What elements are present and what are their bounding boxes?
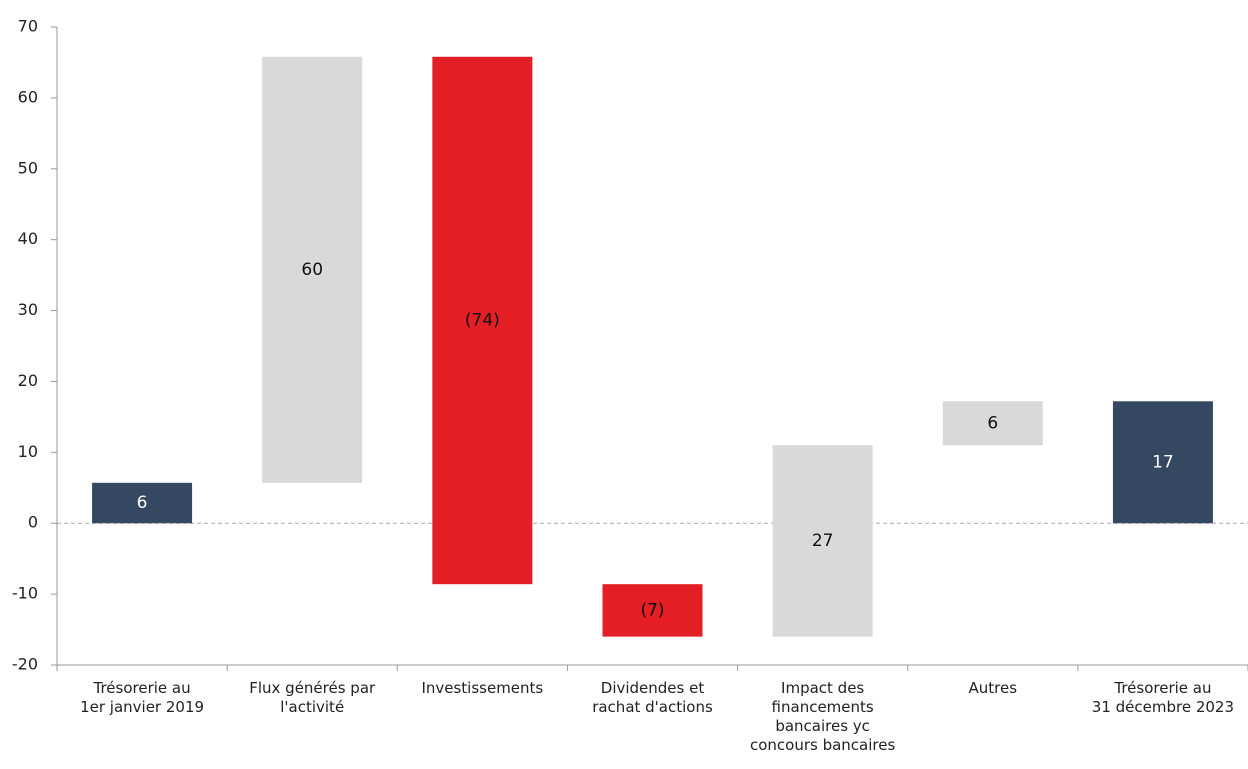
data-label: 17 — [1152, 452, 1174, 472]
y-tick-label: 40 — [18, 229, 38, 248]
x-tick-label: Investissements — [421, 679, 544, 697]
y-tick-label: -20 — [12, 655, 38, 674]
x-tick-label: Trésorerie au 31 décembre 2023 — [1091, 679, 1235, 716]
y-tick-label: 50 — [18, 158, 38, 177]
y-tick-label: 10 — [18, 442, 38, 461]
y-tick-label: 60 — [18, 87, 38, 106]
x-tick-label: Autres — [968, 679, 1018, 697]
x-tick-label: Dividendes et rachat d'actions — [592, 679, 713, 716]
bar — [92, 482, 193, 524]
y-tick-label: 30 — [18, 300, 38, 319]
data-label: 6 — [137, 493, 148, 513]
bar — [432, 56, 533, 585]
bar — [1112, 401, 1213, 524]
y-tick-label: 70 — [18, 17, 38, 36]
y-tick-label: 0 — [28, 513, 38, 532]
data-label: 27 — [812, 531, 834, 551]
y-tick-label: -10 — [12, 584, 38, 603]
data-label: 6 — [987, 413, 998, 433]
data-label: 60 — [301, 260, 323, 280]
y-tick-label: 20 — [18, 371, 38, 390]
x-tick-label: Impact des financements bancaires yc con… — [749, 679, 896, 754]
bar — [602, 584, 703, 637]
bar — [772, 445, 873, 637]
x-tick-label: Trésorerie au 1er janvier 2019 — [80, 679, 205, 716]
data-label: (74) — [465, 310, 500, 330]
bar — [942, 401, 1043, 446]
bar — [262, 56, 363, 483]
x-tick-label: Flux générés par l'activité — [249, 679, 376, 716]
data-label: (7) — [640, 600, 664, 620]
